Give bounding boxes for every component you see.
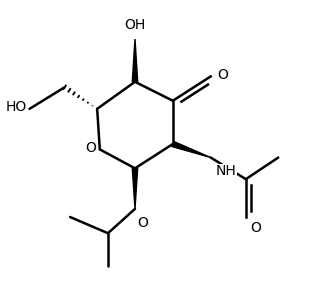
Text: O: O bbox=[217, 68, 228, 82]
Polygon shape bbox=[132, 39, 138, 82]
Text: O: O bbox=[251, 221, 262, 235]
Polygon shape bbox=[172, 141, 211, 158]
Text: OH: OH bbox=[124, 18, 146, 32]
Text: O: O bbox=[138, 216, 149, 230]
Polygon shape bbox=[132, 168, 138, 209]
Text: O: O bbox=[85, 141, 96, 155]
Text: NH: NH bbox=[216, 164, 237, 178]
Text: HO: HO bbox=[6, 101, 27, 115]
